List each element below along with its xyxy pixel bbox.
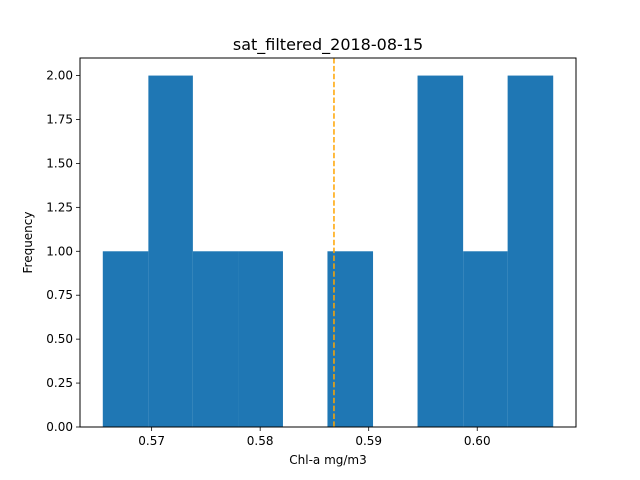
y-tick-label: 1.00 xyxy=(46,244,73,258)
histogram-bar xyxy=(417,75,464,428)
histogram-bar xyxy=(102,251,149,427)
histogram-bar xyxy=(238,251,283,427)
chart-title: sat_filtered_2018-08-15 xyxy=(233,35,423,55)
x-tick-label: 0.59 xyxy=(355,434,382,448)
x-axis-label: Chl-a mg/m3 xyxy=(289,453,367,467)
y-tick-label: 1.50 xyxy=(46,156,73,170)
x-tick-label: 0.57 xyxy=(138,434,165,448)
y-ticks: 0.00 0.25 0.50 0.75 1.00 1.25 1.50 1.75 2.00 xyxy=(46,69,80,434)
y-tick-label: 0.75 xyxy=(46,288,73,302)
y-axis-label: Frequency xyxy=(21,212,35,274)
bars-group xyxy=(102,75,554,428)
histogram-bar xyxy=(192,251,239,427)
x-tick-label: 0.60 xyxy=(464,434,491,448)
y-tick-label: 0.00 xyxy=(46,420,73,434)
histogram-bar xyxy=(463,251,508,427)
x-tick-label: 0.58 xyxy=(247,434,274,448)
y-tick-label: 1.75 xyxy=(46,113,73,127)
y-tick-label: 2.00 xyxy=(46,69,73,83)
y-tick-label: 0.25 xyxy=(46,376,73,390)
y-tick-label: 1.25 xyxy=(46,200,73,214)
histogram-bar xyxy=(327,251,374,427)
histogram-bar xyxy=(507,75,554,428)
x-ticks: 0.57 0.58 0.59 0.60 xyxy=(138,427,491,448)
y-tick-label: 0.50 xyxy=(46,332,73,346)
histogram-bar xyxy=(148,75,193,428)
axes-frame xyxy=(79,57,577,428)
